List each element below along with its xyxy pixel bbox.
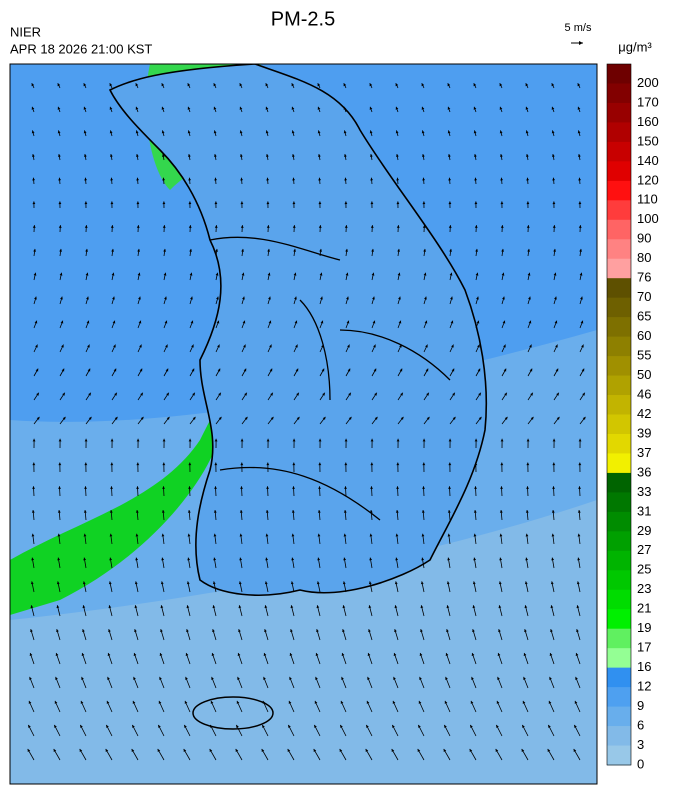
colorbar-label: 150 bbox=[637, 133, 659, 148]
colorbar-segment bbox=[607, 317, 631, 337]
colorbar-label: 3 bbox=[637, 737, 644, 752]
colorbar-segment bbox=[607, 239, 631, 259]
colorbar-segment bbox=[607, 551, 631, 571]
colorbar-segment bbox=[607, 278, 631, 298]
colorbar-segment bbox=[607, 220, 631, 240]
colorbar-segment bbox=[607, 356, 631, 376]
colorbar-label: 19 bbox=[637, 620, 651, 635]
colorbar-label: 70 bbox=[637, 289, 651, 304]
unit: μg/m³ bbox=[618, 39, 652, 54]
agency: NIER bbox=[10, 24, 41, 39]
colorbar-segment bbox=[607, 726, 631, 746]
colorbar-segment bbox=[607, 200, 631, 220]
colorbar-label: 140 bbox=[637, 153, 659, 168]
colorbar-segment bbox=[607, 629, 631, 649]
colorbar-segment bbox=[607, 609, 631, 629]
colorbar-label: 76 bbox=[637, 270, 651, 285]
colorbar-segment bbox=[607, 415, 631, 435]
colorbar-segment bbox=[607, 161, 631, 181]
colorbar-segment bbox=[607, 473, 631, 493]
colorbar-label: 39 bbox=[637, 425, 651, 440]
colorbar-segment bbox=[607, 337, 631, 357]
colorbar-label: 60 bbox=[637, 328, 651, 343]
colorbar-segment bbox=[607, 492, 631, 512]
colorbar-label: 16 bbox=[637, 659, 651, 674]
map bbox=[10, 64, 597, 784]
colorbar-segment bbox=[607, 668, 631, 688]
wind-scale-label: 5 m/s bbox=[565, 22, 592, 34]
timestamp: APR 18 2026 21:00 KST bbox=[10, 41, 152, 56]
wind-scale-arrow bbox=[571, 41, 583, 45]
colorbar-segment bbox=[607, 259, 631, 279]
colorbar-label: 80 bbox=[637, 250, 651, 265]
colorbar-label: 65 bbox=[637, 309, 651, 324]
colorbar-segment bbox=[607, 181, 631, 201]
colorbar-segment bbox=[607, 298, 631, 318]
colorbar-label: 31 bbox=[637, 503, 651, 518]
colorbar-segment bbox=[607, 83, 631, 103]
colorbar-segment bbox=[607, 531, 631, 551]
colorbar-label: 55 bbox=[637, 348, 651, 363]
colorbar-segment bbox=[607, 648, 631, 668]
colorbar-label: 110 bbox=[637, 192, 658, 207]
colorbar-segment bbox=[607, 395, 631, 415]
colorbar-segment bbox=[607, 122, 631, 142]
colorbar-label: 42 bbox=[637, 406, 651, 421]
colorbar-label: 25 bbox=[637, 562, 651, 577]
colorbar-label: 23 bbox=[637, 581, 651, 596]
colorbar-label: 160 bbox=[637, 114, 659, 129]
colorbar-segment bbox=[607, 376, 631, 396]
colorbar-label: 50 bbox=[637, 367, 651, 382]
colorbar-label: 0 bbox=[637, 756, 644, 771]
colorbar-label: 33 bbox=[637, 484, 651, 499]
colorbar-label: 37 bbox=[637, 445, 651, 460]
colorbar-label: 6 bbox=[637, 717, 644, 732]
colorbar-segment bbox=[607, 707, 631, 727]
colorbar-label: 46 bbox=[637, 386, 651, 401]
colorbar-label: 9 bbox=[637, 698, 644, 713]
colorbar-label: 12 bbox=[637, 679, 651, 694]
title: PM-2.5 bbox=[271, 8, 335, 30]
colorbar-segment bbox=[607, 590, 631, 610]
colorbar-segment bbox=[607, 512, 631, 532]
colorbar-segment bbox=[607, 687, 631, 707]
colorbar-label: 36 bbox=[637, 464, 651, 479]
colorbar-label: 27 bbox=[637, 542, 651, 557]
colorbar-segment bbox=[607, 103, 631, 123]
colorbar-label: 100 bbox=[637, 211, 659, 226]
colorbar-segment bbox=[607, 746, 631, 766]
colorbar-label: 29 bbox=[637, 523, 651, 538]
colorbar-segment bbox=[607, 64, 631, 84]
colorbar-label: 200 bbox=[637, 75, 659, 90]
colorbar-label: 170 bbox=[637, 94, 659, 109]
colorbar-label: 17 bbox=[637, 640, 651, 655]
colorbar-label: 90 bbox=[637, 231, 651, 246]
colorbar-segment bbox=[607, 434, 631, 454]
colorbar-segment bbox=[607, 142, 631, 162]
colorbar-segment bbox=[607, 453, 631, 473]
colorbar: 2001701601501401201101009080767065605550… bbox=[607, 64, 659, 771]
colorbar-label: 120 bbox=[637, 172, 659, 187]
colorbar-segment bbox=[607, 570, 631, 590]
colorbar-label: 21 bbox=[637, 601, 651, 616]
